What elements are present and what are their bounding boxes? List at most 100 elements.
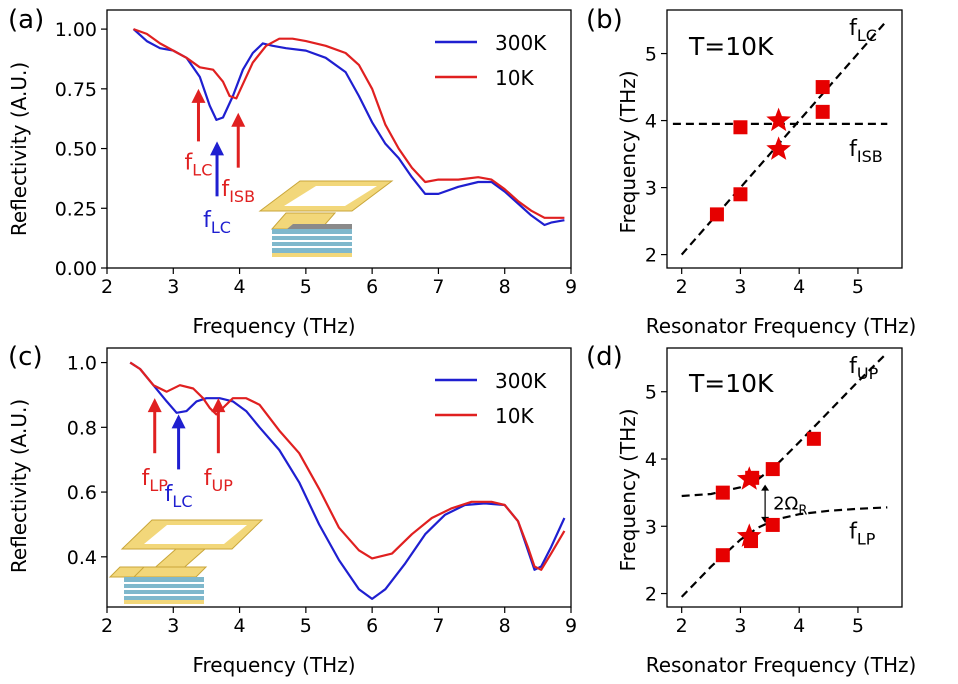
x-tick-label: 2 bbox=[101, 615, 113, 637]
curve-label: fISB bbox=[849, 137, 883, 166]
y-tick-label: 0.00 bbox=[55, 258, 97, 280]
x-tick-label: 5 bbox=[300, 615, 312, 637]
panel-c-ticks: 2 3 4 5 6 7 8 9 0.4 0.6 0.8 1.0 bbox=[67, 353, 577, 637]
series-line-300K bbox=[129, 361, 566, 600]
series-line-10K bbox=[129, 361, 566, 571]
y-tick-label: 3 bbox=[645, 178, 657, 200]
device-inset-a bbox=[258, 180, 394, 257]
x-tick-label: 3 bbox=[734, 276, 746, 298]
panel-c-label: (c) bbox=[8, 342, 43, 372]
annotation-label: fLC bbox=[165, 482, 193, 511]
y-tick-label: 5 bbox=[645, 382, 657, 404]
panel-d: (d) Resonator Frequency (THz) Frequency … bbox=[586, 342, 916, 677]
x-tick-label: 4 bbox=[234, 276, 246, 298]
panel-c-ylabel: Reflectivity (A.U.) bbox=[7, 399, 31, 573]
data-point-square bbox=[715, 548, 730, 563]
data-point-square bbox=[765, 517, 780, 532]
x-tick-label: 2 bbox=[101, 276, 113, 298]
data-point-square bbox=[709, 207, 724, 222]
plot-frame bbox=[106, 347, 572, 608]
legend-label: 10K bbox=[495, 66, 534, 90]
panel-d-xlabel: Resonator Frequency (THz) bbox=[646, 653, 917, 677]
y-tick-label: 3 bbox=[645, 516, 657, 538]
annotation-label: fLP bbox=[142, 466, 169, 495]
panel-a-ylabel: Reflectivity (A.U.) bbox=[7, 62, 31, 236]
panel-b-xlabel: Resonator Frequency (THz) bbox=[646, 314, 917, 338]
plot-frame bbox=[106, 9, 572, 269]
annotation-label: fLC bbox=[185, 151, 213, 180]
y-tick-label: 2 bbox=[645, 245, 657, 267]
panel-c: (c) Frequency (THz) Reflectivity (A.U.) … bbox=[7, 342, 577, 677]
y-tick-label: 1.0 bbox=[67, 353, 97, 375]
x-tick-label: 9 bbox=[565, 276, 577, 298]
x-tick-label: 4 bbox=[793, 615, 805, 637]
y-tick-label: 0.4 bbox=[67, 547, 97, 569]
annotation-arrowhead bbox=[210, 141, 225, 156]
y-tick-label: 4 bbox=[645, 111, 657, 133]
data-point-square bbox=[806, 431, 821, 446]
y-tick-label: 1.00 bbox=[55, 19, 97, 41]
curve-label: fLC bbox=[849, 16, 877, 45]
x-tick-label: 5 bbox=[300, 276, 312, 298]
panel-a-xlabel: Frequency (THz) bbox=[192, 314, 355, 338]
x-tick-label: 9 bbox=[565, 615, 577, 637]
y-tick-label: 5 bbox=[645, 44, 657, 66]
legend-label: 300K bbox=[495, 369, 547, 393]
legend-label: 10K bbox=[495, 404, 534, 428]
curve-label: fUP bbox=[849, 354, 878, 383]
panel-b-ylabel: Frequency (THz) bbox=[616, 70, 640, 233]
x-tick-label: 6 bbox=[366, 615, 378, 637]
x-tick-label: 5 bbox=[852, 615, 864, 637]
data-point-star bbox=[766, 107, 791, 132]
panel-d-plot: 2ΩR fUP fLP bbox=[666, 347, 903, 608]
series-line-300K bbox=[132, 28, 565, 227]
x-tick-label: 5 bbox=[852, 276, 864, 298]
plot-frame bbox=[666, 347, 903, 608]
x-tick-label: 4 bbox=[793, 276, 805, 298]
annotation-label: fISB bbox=[221, 177, 255, 206]
y-tick-label: 0.25 bbox=[55, 198, 97, 220]
panel-d-ylabel: Frequency (THz) bbox=[616, 408, 640, 571]
data-point-square bbox=[765, 462, 780, 477]
x-tick-label: 8 bbox=[499, 615, 511, 637]
x-tick-label: 6 bbox=[366, 276, 378, 298]
x-tick-label: 3 bbox=[734, 615, 746, 637]
y-tick-label: 0.6 bbox=[67, 482, 97, 504]
device-inset-c bbox=[108, 519, 264, 604]
annotation-arrowhead bbox=[211, 398, 226, 413]
plot-frame bbox=[666, 9, 903, 269]
panel-b-inner-title: T=10K bbox=[688, 32, 774, 61]
x-tick-label: 2 bbox=[676, 615, 688, 637]
y-tick-label: 0.75 bbox=[55, 79, 97, 101]
panel-a-label: (a) bbox=[8, 5, 44, 35]
annotation-arrowhead bbox=[191, 88, 206, 103]
series-line-10K bbox=[133, 28, 565, 219]
panel-b-ticks: 2 3 4 5 2 3 4 5 bbox=[645, 44, 864, 298]
panel-b-plot: fLC fISB bbox=[666, 9, 903, 269]
data-point-square bbox=[815, 104, 830, 119]
data-point-star bbox=[736, 523, 762, 547]
annotation-label: fLC bbox=[203, 208, 231, 237]
panel-c-xlabel: Frequency (THz) bbox=[192, 653, 355, 677]
panel-a-ticks: 2 3 4 5 6 7 8 9 0.00 0.25 0.50 0.75 1.00 bbox=[55, 19, 577, 298]
data-point-star bbox=[736, 466, 762, 490]
y-tick-label: 0.50 bbox=[55, 139, 97, 161]
panel-a: (a) Frequency (THz) Reflectivity (A.U.) … bbox=[7, 5, 577, 338]
data-point-square bbox=[715, 485, 730, 500]
annotation-arrowhead bbox=[231, 112, 246, 127]
data-point-square bbox=[733, 120, 748, 135]
x-tick-label: 4 bbox=[234, 615, 246, 637]
annotation-label: fUP bbox=[204, 466, 233, 495]
splitting-arrowhead bbox=[761, 484, 770, 491]
panel-d-inner-title: T=10K bbox=[688, 369, 774, 398]
y-tick-label: 0.8 bbox=[67, 417, 97, 439]
panel-d-label: (d) bbox=[586, 342, 623, 372]
panel-b-label: (b) bbox=[586, 5, 623, 35]
x-tick-label: 8 bbox=[499, 276, 511, 298]
x-tick-label: 3 bbox=[167, 615, 179, 637]
x-tick-label: 7 bbox=[432, 276, 444, 298]
data-point-square bbox=[733, 187, 748, 202]
